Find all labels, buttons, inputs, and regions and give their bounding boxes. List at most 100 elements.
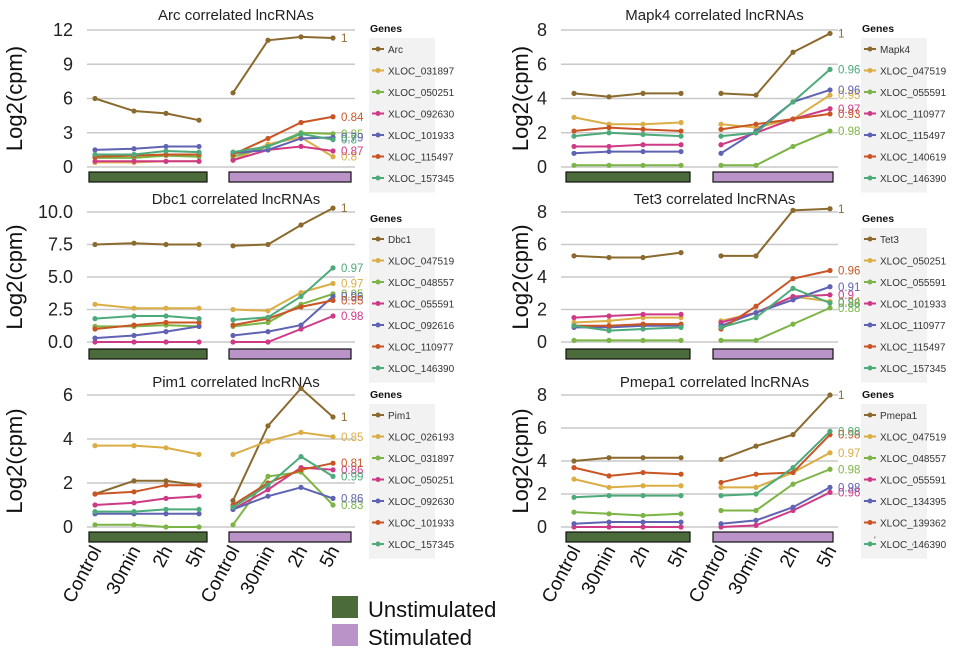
data-point — [718, 507, 724, 514]
data-point — [92, 158, 98, 164]
legend-key-dot — [867, 365, 873, 371]
series-line-stim — [721, 306, 831, 342]
data-point — [640, 126, 646, 132]
legend-item-label: XLOC_110977 — [880, 110, 946, 121]
data-point — [606, 473, 612, 479]
legend-key-dot — [867, 520, 873, 525]
y-tick-label: 0.0 — [48, 332, 73, 352]
data-point — [131, 339, 137, 345]
series-line-unstim — [94, 479, 200, 495]
y-tick-label: 7.5 — [48, 235, 73, 255]
series-xloc-092616: 0.96 — [92, 292, 363, 341]
data-point — [298, 131, 304, 137]
data-point — [131, 522, 137, 528]
legend-key-dot — [375, 412, 381, 418]
y-tick-label: 0 — [537, 332, 547, 352]
data-point — [163, 158, 169, 164]
correlation-label: 0.86 — [341, 493, 363, 505]
legend-key-dot — [375, 46, 381, 52]
data-point — [265, 308, 271, 314]
unstimulated-bar — [88, 171, 208, 183]
data-point — [571, 162, 577, 168]
data-point — [265, 314, 271, 320]
data-point — [640, 254, 646, 261]
y-tick-label: 6 — [537, 54, 547, 74]
series-line-unstim — [573, 126, 682, 133]
data-point — [640, 483, 646, 489]
legend-item-label: XLOC_048557 — [880, 454, 947, 465]
data-point — [298, 467, 304, 473]
series-line-stim — [720, 32, 831, 97]
series-line-unstim — [573, 92, 681, 98]
y-tick-label: 8 — [537, 20, 547, 40]
data-point — [92, 241, 98, 248]
data-point — [678, 250, 684, 256]
legend-item-label: Mapk4 — [880, 45, 910, 56]
series-xloc-110977: 0.91 — [571, 282, 860, 330]
x-tick-label: 30min — [725, 542, 768, 598]
data-point — [606, 143, 612, 150]
data-point — [640, 337, 646, 343]
data-point — [606, 323, 612, 329]
data-point — [196, 143, 202, 150]
data-point — [640, 469, 646, 476]
data-point — [678, 162, 684, 168]
data-point — [265, 329, 271, 335]
legend-item-label: XLOC_157345 — [388, 540, 455, 551]
data-point — [131, 443, 137, 449]
series-line-stim — [232, 115, 334, 156]
legend-item-label: XLOC_146390 — [388, 364, 455, 375]
legend-item-label: XLOC_110977 — [880, 321, 946, 332]
y-axis-label: Log2(cpm) — [2, 224, 27, 329]
data-point — [718, 324, 724, 330]
data-point — [640, 493, 646, 499]
data-point — [827, 428, 833, 434]
series-line-unstim — [95, 508, 199, 513]
correlation-label: 0.96 — [838, 64, 860, 76]
data-point — [678, 511, 684, 517]
data-point — [330, 460, 336, 466]
data-point — [265, 135, 271, 142]
legend-item-label: XLOC_092630 — [388, 497, 455, 508]
data-point — [163, 241, 169, 248]
y-tick-label: 4 — [537, 89, 547, 109]
series-line-unstim — [94, 484, 199, 495]
data-point — [753, 471, 759, 477]
legend-item-label: XLOC_110977 — [388, 343, 454, 354]
y-tick-label: 0 — [63, 517, 73, 537]
data-point — [718, 126, 724, 132]
data-point — [230, 243, 236, 249]
data-point — [265, 487, 271, 493]
legend-background — [369, 228, 435, 383]
data-point — [790, 276, 796, 282]
legend-item-label: XLOC_140619 — [880, 153, 947, 164]
legend-background — [861, 38, 927, 193]
legend-item-label: XLOC_055591 — [388, 300, 455, 311]
data-point — [640, 162, 646, 168]
data-point — [298, 290, 304, 296]
data-point — [571, 143, 577, 150]
data-point — [330, 205, 336, 211]
data-point — [718, 150, 724, 156]
data-point — [718, 90, 724, 96]
legend-item-label: Arc — [388, 45, 403, 56]
series-xloc-110977: 0.97 — [571, 104, 860, 150]
series-line-unstim — [94, 153, 199, 158]
data-point — [92, 509, 98, 515]
legend-item-label: XLOC_031897 — [388, 67, 455, 78]
data-point — [827, 30, 833, 37]
legend-key-dot — [375, 477, 381, 482]
correlation-label: 0.91 — [838, 282, 860, 294]
legend-key-dot — [867, 175, 873, 181]
legend-item-label: Pmepa1 — [880, 411, 918, 422]
legend-item-label: XLOC_050251 — [388, 88, 455, 99]
data-point — [298, 135, 304, 142]
data-point — [827, 87, 833, 93]
unstimulated-bar — [565, 531, 691, 543]
gene-legend: Genes Tet3 XLOC_050251 XLOC_055591 XLOC_1019… — [861, 213, 947, 383]
data-point — [196, 117, 202, 123]
data-point — [265, 423, 271, 429]
series-line-unstim — [573, 521, 681, 525]
legend-item-label: XLOC_048557 — [388, 278, 455, 289]
data-point — [230, 317, 236, 323]
